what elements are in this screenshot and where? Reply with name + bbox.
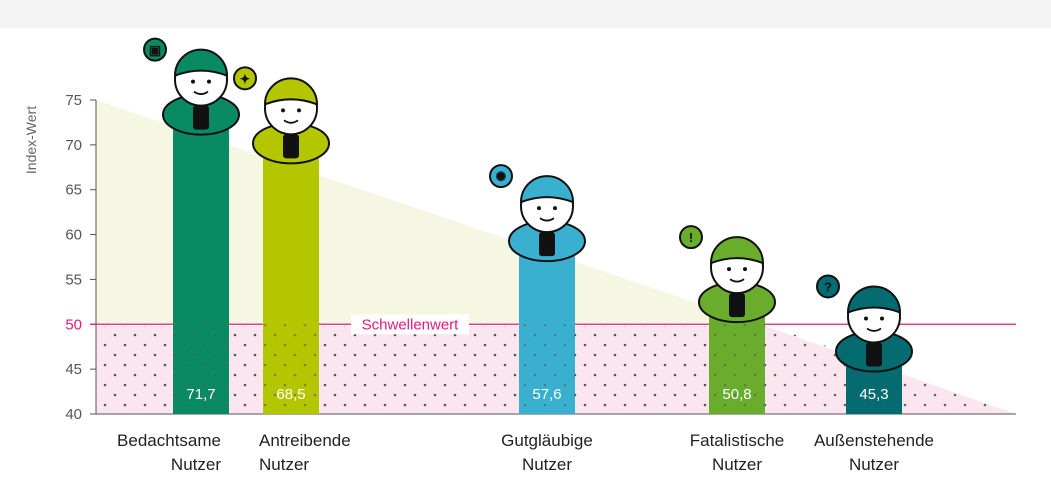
data-label: 71,7 bbox=[186, 386, 215, 403]
exclamation-icon: ! bbox=[679, 225, 703, 250]
y-tick-label: 65 bbox=[65, 182, 82, 199]
data-label: 45,3 bbox=[859, 386, 888, 403]
y-tick-label: 55 bbox=[65, 271, 82, 288]
category-label-line2: Nutzer bbox=[712, 455, 762, 474]
bar-dots bbox=[173, 324, 229, 414]
bar-dots bbox=[519, 324, 575, 414]
category-label-line1: Fatalistische bbox=[690, 431, 784, 450]
bar-dots bbox=[846, 366, 902, 414]
bar-dots bbox=[709, 324, 765, 414]
threshold-label-bg bbox=[351, 314, 469, 335]
category-label-line2: Nutzer bbox=[522, 455, 572, 474]
y-tick-label: 75 bbox=[65, 92, 82, 109]
bar-dots bbox=[263, 324, 319, 414]
user-avatar bbox=[835, 285, 913, 373]
y-tick-label: 40 bbox=[65, 406, 82, 423]
y-tick-label: 60 bbox=[65, 227, 82, 244]
category-label-line2: Nutzer bbox=[849, 455, 899, 474]
lightbulb-icon: ✦ bbox=[233, 66, 257, 91]
svg-text:▣: ▣ bbox=[149, 43, 161, 58]
sun-icon: ✺ bbox=[489, 164, 513, 189]
threshold-label: Schwellenwert bbox=[362, 316, 460, 333]
data-label: 57,6 bbox=[532, 386, 561, 403]
user-avatar bbox=[162, 48, 240, 136]
category-label-line1: Außenstehende bbox=[814, 431, 934, 450]
category-label-line2: Nutzer bbox=[171, 455, 221, 474]
category-label-line1: Gutgläubige bbox=[501, 431, 593, 450]
y-tick-label: 70 bbox=[65, 137, 82, 154]
lock-icon: ▣ bbox=[143, 37, 167, 62]
y-tick-label: 50 bbox=[65, 316, 82, 333]
svg-text:!: ! bbox=[689, 230, 693, 245]
category-label-line1: Antreibende bbox=[259, 431, 351, 450]
svg-text:?: ? bbox=[824, 279, 832, 294]
svg-text:✺: ✺ bbox=[496, 169, 507, 184]
question-icon: ? bbox=[816, 274, 840, 299]
category-label-line1: Bedachtsame bbox=[117, 431, 221, 450]
y-axis-label: Index-Wert bbox=[23, 106, 39, 174]
svg-text:✦: ✦ bbox=[240, 71, 251, 86]
user-avatar bbox=[252, 77, 330, 165]
top-band bbox=[0, 0, 1051, 28]
data-label: 68,5 bbox=[276, 386, 305, 403]
user-avatar bbox=[508, 175, 586, 263]
user-avatar bbox=[698, 236, 776, 324]
category-label-line2: Nutzer bbox=[259, 455, 309, 474]
y-tick-label: 45 bbox=[65, 361, 82, 378]
data-label: 50,8 bbox=[722, 386, 751, 403]
